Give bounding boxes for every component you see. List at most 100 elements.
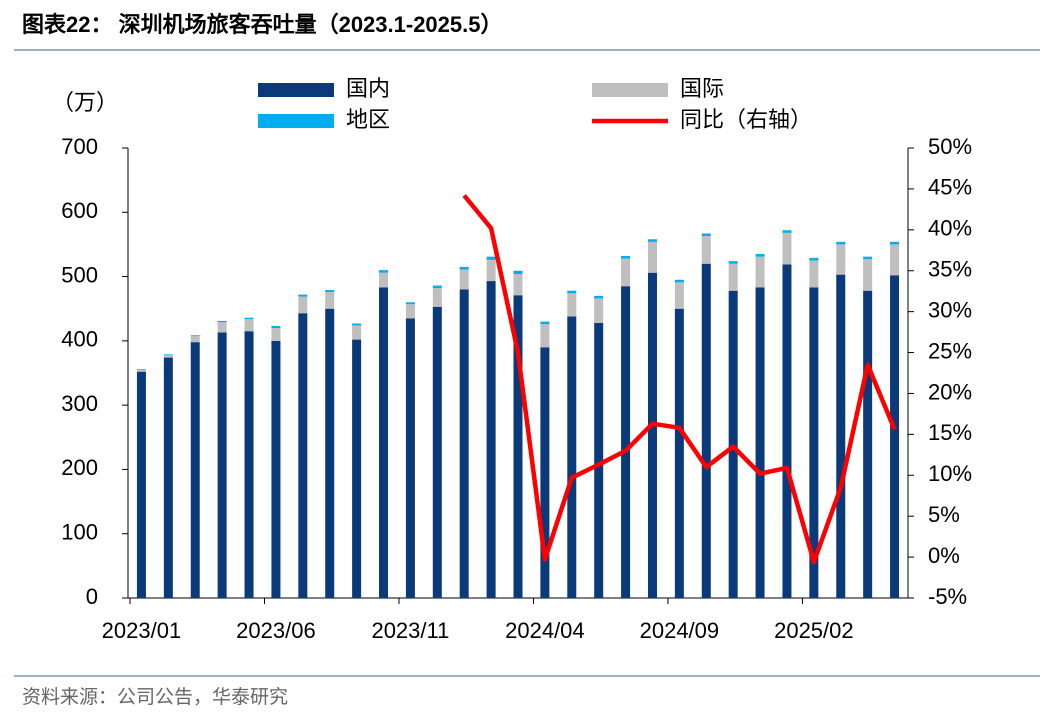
y2-tick-label: 0% bbox=[928, 543, 960, 568]
bar-segment bbox=[513, 295, 523, 598]
bar-segment bbox=[379, 270, 389, 273]
y-tick-label: 700 bbox=[61, 134, 98, 159]
y-tick-label: 300 bbox=[61, 391, 98, 416]
bar-segment bbox=[298, 313, 308, 598]
bar-segment bbox=[674, 308, 684, 598]
source: 资料来源：公司公告，华泰研究 bbox=[22, 686, 288, 708]
bar-segment bbox=[621, 256, 631, 259]
line-series bbox=[462, 194, 897, 565]
bar-segment bbox=[701, 263, 711, 598]
bar-segment bbox=[513, 270, 523, 274]
bar-segment bbox=[594, 295, 604, 299]
bar-segment bbox=[163, 357, 173, 598]
bar-segment bbox=[540, 321, 550, 325]
bar-segment bbox=[782, 230, 792, 233]
y-tick-label: 500 bbox=[61, 262, 98, 287]
bar-segment bbox=[728, 263, 738, 291]
y-axis-label: （万） bbox=[52, 90, 118, 115]
x-tick-label: 2023/11 bbox=[371, 618, 449, 643]
bar-segment bbox=[647, 239, 657, 242]
y2-tick-label: 10% bbox=[928, 461, 972, 486]
x-tick-label: 2024/04 bbox=[505, 618, 585, 643]
bar-segment bbox=[271, 340, 281, 598]
bar-segment bbox=[728, 261, 738, 264]
bar-segment bbox=[190, 342, 200, 598]
bar-segment bbox=[405, 304, 415, 319]
y-tick-label: 200 bbox=[61, 455, 98, 480]
bar-segment bbox=[594, 298, 604, 323]
y2-tick-label: 15% bbox=[928, 420, 972, 445]
bar-segment bbox=[567, 316, 577, 598]
bar-segment bbox=[890, 241, 900, 245]
legend-label: 国内 bbox=[346, 76, 390, 101]
x-tick-label: 2023/06 bbox=[236, 618, 316, 643]
legend-label: 同比（右轴） bbox=[680, 107, 812, 132]
y2-tick-label: 35% bbox=[928, 257, 972, 282]
bar-segment bbox=[432, 288, 442, 307]
bar-segment bbox=[674, 282, 684, 309]
legend-label: 国际 bbox=[680, 76, 724, 101]
bar-segment bbox=[486, 259, 496, 282]
bar-segment bbox=[809, 287, 819, 598]
bar-segment bbox=[459, 289, 469, 598]
bar-segment bbox=[701, 236, 711, 264]
bar-segment bbox=[244, 317, 254, 319]
bar-segment bbox=[863, 256, 873, 260]
bar-segment bbox=[782, 264, 792, 598]
y2-tick-label: 50% bbox=[928, 134, 972, 159]
y2-tick-label: 5% bbox=[928, 502, 960, 527]
bar-segment bbox=[513, 274, 523, 296]
y2-tick-label: -5% bbox=[928, 584, 967, 609]
y2-tick-label: 25% bbox=[928, 338, 972, 363]
bar-segment bbox=[217, 322, 227, 333]
bar-segment bbox=[890, 244, 900, 276]
chart-title: 图表22： 深圳机场旅客吞吐量（2023.1-2025.5） bbox=[22, 12, 503, 37]
bar-segment bbox=[405, 302, 415, 305]
bar-segment bbox=[863, 259, 873, 291]
bar-segment bbox=[163, 355, 173, 358]
y-tick-label: 600 bbox=[61, 198, 98, 223]
y2-tick-label: 20% bbox=[928, 379, 972, 404]
bar-segment bbox=[271, 328, 281, 341]
y-tick-label: 400 bbox=[61, 327, 98, 352]
bar-segment bbox=[701, 233, 711, 237]
bar-segment bbox=[325, 292, 335, 309]
bar-segment bbox=[836, 274, 846, 598]
bar-segment bbox=[325, 308, 335, 598]
bar-segment bbox=[863, 290, 873, 598]
bar-segment bbox=[136, 371, 146, 598]
y-tick-label: 0 bbox=[86, 584, 98, 609]
bar-segment bbox=[190, 335, 200, 336]
legend-swatch bbox=[258, 114, 334, 128]
bar-segment bbox=[486, 256, 496, 260]
bar-segment bbox=[432, 285, 442, 289]
bar-segment bbox=[755, 287, 765, 598]
y2-tick-label: 30% bbox=[928, 297, 972, 322]
bar-segment bbox=[244, 331, 254, 598]
bar-segment bbox=[755, 254, 765, 257]
legend-label: 地区 bbox=[346, 107, 390, 132]
bar-segment bbox=[352, 323, 362, 326]
bar-segment bbox=[621, 286, 631, 598]
bar-segment bbox=[594, 322, 604, 598]
bar-segment bbox=[352, 325, 362, 340]
y-tick-label: 100 bbox=[61, 520, 98, 545]
bar-segment bbox=[540, 324, 550, 348]
y2-tick-label: 40% bbox=[928, 216, 972, 241]
bar-segment bbox=[136, 369, 146, 372]
bar-segment bbox=[809, 260, 819, 288]
bar-segment bbox=[782, 232, 792, 265]
x-tick-label: 2024/09 bbox=[640, 618, 720, 643]
bar-segment bbox=[540, 347, 550, 598]
x-tick-label: 2025/02 bbox=[774, 618, 854, 643]
bar-segment bbox=[890, 275, 900, 598]
bar-segment bbox=[755, 256, 765, 288]
legend-swatch bbox=[592, 83, 668, 97]
bar-segment bbox=[674, 279, 684, 283]
bar-segment bbox=[836, 244, 846, 275]
bar-segment bbox=[567, 290, 577, 294]
bar-segment bbox=[190, 335, 200, 343]
bar-segment bbox=[459, 269, 469, 290]
bar-segment bbox=[405, 318, 415, 598]
